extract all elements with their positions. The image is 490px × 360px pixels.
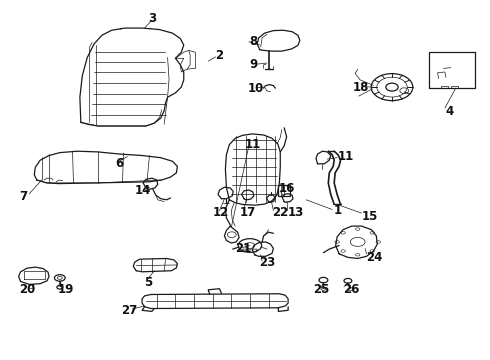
Text: 21: 21 <box>235 242 251 255</box>
Text: 11: 11 <box>338 150 354 163</box>
Text: 17: 17 <box>240 206 256 219</box>
Text: 27: 27 <box>122 304 138 317</box>
Text: 26: 26 <box>343 283 359 296</box>
Text: 24: 24 <box>367 251 383 264</box>
Bar <box>278 185 290 196</box>
Text: 16: 16 <box>278 183 294 195</box>
Text: 22: 22 <box>272 206 288 219</box>
Text: 10: 10 <box>247 82 264 95</box>
Text: 19: 19 <box>58 283 74 296</box>
Bar <box>429 52 475 88</box>
Text: 25: 25 <box>314 283 330 296</box>
Text: 8: 8 <box>249 35 257 48</box>
Text: 4: 4 <box>446 105 454 118</box>
Text: 14: 14 <box>135 184 151 197</box>
Text: 6: 6 <box>115 157 123 170</box>
Text: 2: 2 <box>216 49 224 62</box>
Text: 20: 20 <box>20 283 36 296</box>
Text: 1: 1 <box>333 204 342 217</box>
Text: 5: 5 <box>145 276 153 289</box>
Text: 23: 23 <box>259 256 275 269</box>
Text: 12: 12 <box>213 206 229 219</box>
Text: 7: 7 <box>20 190 28 203</box>
Text: 13: 13 <box>288 206 304 219</box>
Text: 3: 3 <box>148 12 156 24</box>
Text: 9: 9 <box>249 58 257 71</box>
Text: 15: 15 <box>362 210 378 223</box>
Text: 18: 18 <box>353 81 369 94</box>
Text: 11: 11 <box>245 138 261 150</box>
